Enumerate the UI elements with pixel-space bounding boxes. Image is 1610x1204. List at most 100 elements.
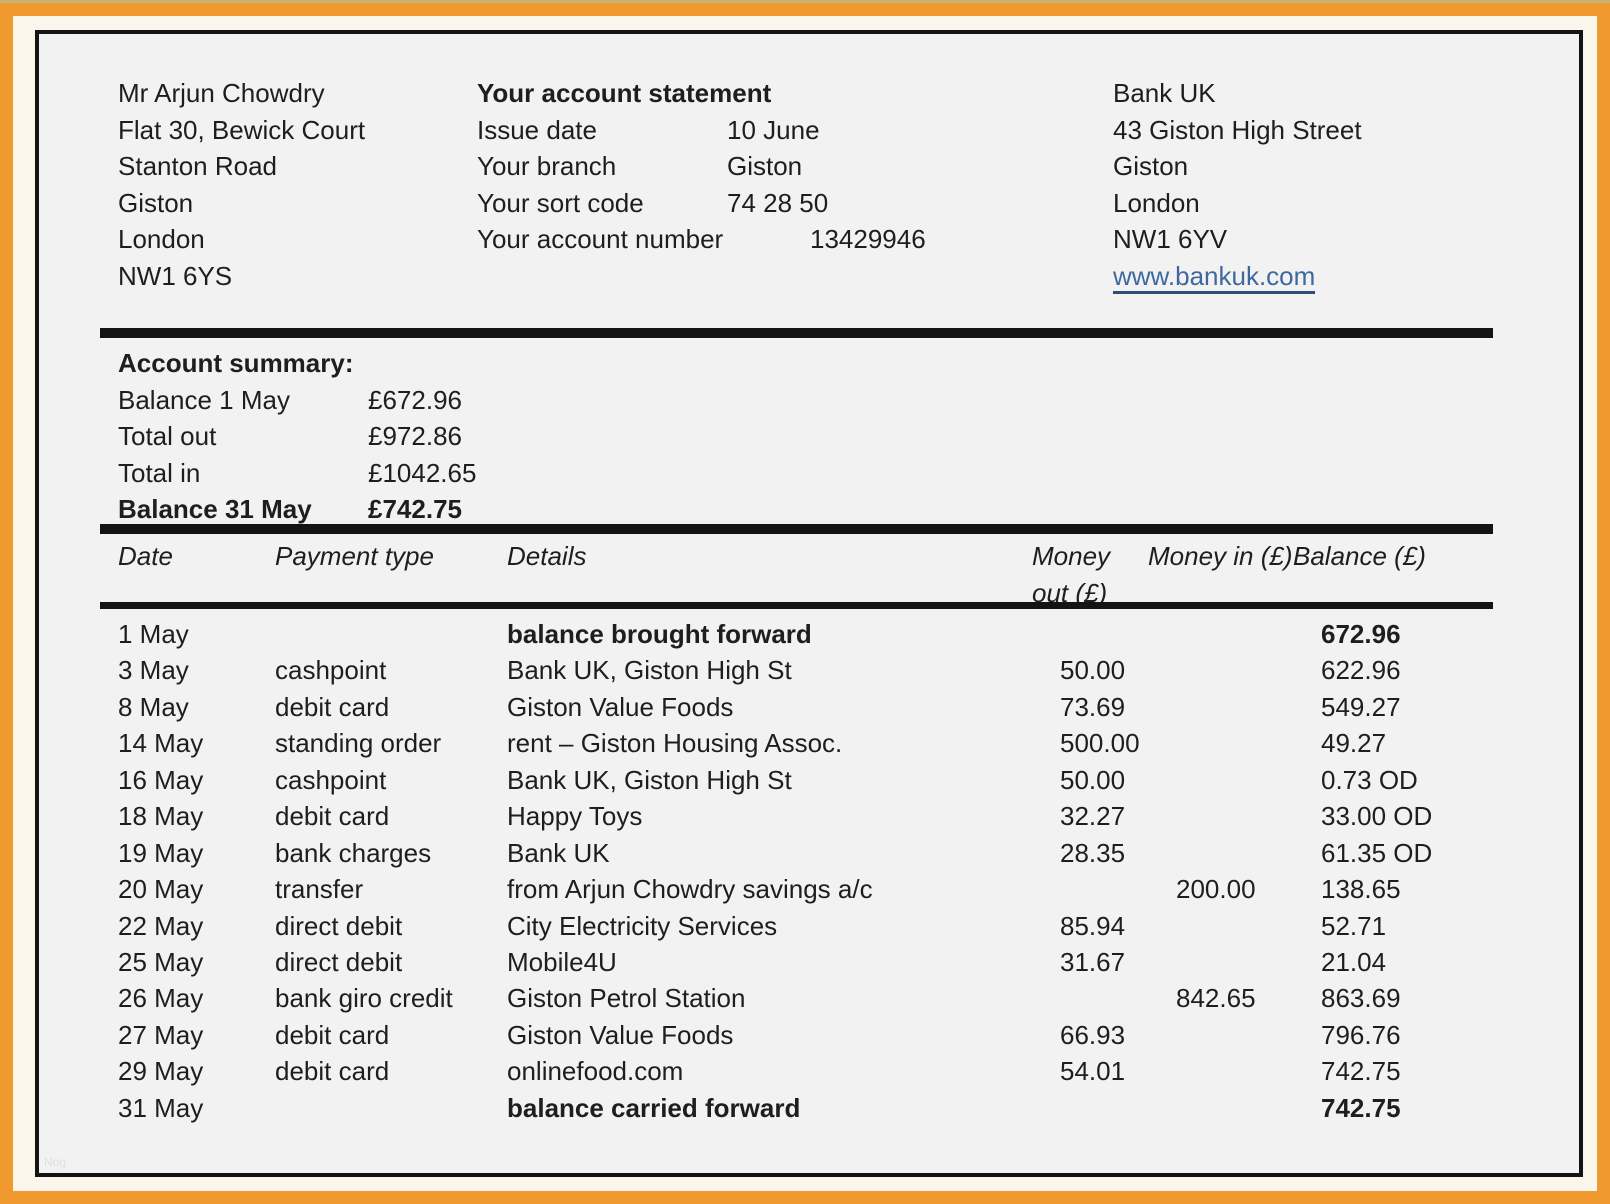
- transaction-payment-type: transfer: [275, 874, 364, 905]
- watermark-text: Nog: [44, 1155, 67, 1169]
- transaction-money-in: [1148, 652, 1293, 688]
- transaction-details: Giston Value Foods: [507, 1019, 734, 1050]
- transaction-details: Bank UK, Giston High St: [507, 764, 792, 795]
- divider-rule-middle: [100, 524, 1493, 534]
- transaction-balance: 549.27: [1321, 691, 1401, 722]
- transaction-money-in: [1148, 725, 1293, 761]
- customer-address-line: Mr Arjun Chowdry: [118, 78, 325, 108]
- transaction-row: 22 May direct debit City Electricity Servi…: [100, 908, 1493, 944]
- bank-website-link[interactable]: www.bankuk.com: [1113, 261, 1316, 294]
- transaction-payment-type: standing order: [275, 728, 442, 759]
- transaction-balance: 672.96: [1321, 619, 1401, 649]
- transaction-money-in: [1148, 835, 1293, 871]
- account-summary-row: Balance 1 May £672.96: [118, 382, 476, 419]
- transaction-money-in: [1148, 944, 1293, 980]
- account-summary-row: Total out £972.86: [118, 418, 476, 455]
- transaction-row: 19 May bank charges Bank UK 28.35 61.35 OD: [100, 835, 1493, 871]
- statement-info-label: Your branch: [477, 151, 617, 181]
- transaction-date: 16 May: [118, 764, 204, 795]
- transactions-header-cell: Details: [507, 541, 587, 571]
- transaction-row: 1 May balance brought forward 672.96: [100, 616, 1493, 652]
- transaction-payment-type: bank charges: [275, 837, 432, 868]
- statement-info-value: Giston: [727, 151, 803, 181]
- bank-address-line: London: [1113, 187, 1200, 218]
- transaction-row: 20 May transfer from Arjun Chowdry savings…: [100, 871, 1493, 907]
- transaction-date: 29 May: [118, 1056, 204, 1087]
- bank-address-line: 43 Giston High Street: [1113, 114, 1362, 145]
- transaction-details: Happy Toys: [507, 801, 643, 832]
- transaction-row: 14 May standing order rent – Giston Housin…: [100, 725, 1493, 761]
- transaction-balance: 52.71: [1321, 910, 1387, 941]
- statement-title: Your account statement: [477, 78, 772, 108]
- transaction-balance: 61.35 OD: [1321, 837, 1433, 868]
- transaction-money-in: 200.00: [1176, 874, 1256, 905]
- transaction-money-out: 50.00: [1060, 764, 1126, 795]
- statement-info-rows: Issue date 10 June Your branch Giston Your s…: [477, 112, 926, 258]
- transaction-details: balance carried forward: [507, 1092, 801, 1123]
- customer-address-line: London: [118, 224, 205, 254]
- transaction-date: 8 May: [118, 691, 189, 722]
- screen-top-edge: [0, 0, 1610, 3]
- transactions-body: 1 May balance brought forward 672.96 3 May c…: [100, 616, 1493, 1126]
- transaction-money-in: [1148, 798, 1293, 834]
- account-summary-row: Balance 31 May £742.75: [118, 491, 476, 528]
- statement-info-row: Your branch Giston: [477, 148, 926, 185]
- transaction-balance: 33.00 OD: [1321, 801, 1433, 832]
- customer-address-line: Flat 30, Bewick Court: [118, 114, 366, 145]
- transaction-money-out: 32.27: [1060, 801, 1126, 832]
- transaction-payment-type: direct debit: [275, 946, 403, 977]
- transaction-row: 26 May bank giro credit Giston Petrol Stat…: [100, 980, 1493, 1016]
- transaction-balance: 21.04: [1321, 946, 1387, 977]
- account-summary-label: Total out: [118, 421, 217, 451]
- transactions-header-cell: Date: [118, 541, 173, 571]
- transactions-header-cell: Balance (£): [1293, 541, 1426, 571]
- transaction-money-in: [1148, 1017, 1293, 1053]
- account-summary: Account summary: Balance 1 May £672.96 Tot…: [118, 345, 476, 528]
- bank-address-line: Bank UK: [1113, 78, 1216, 108]
- transaction-details: Mobile4U: [507, 946, 617, 977]
- transaction-balance: 0.73 OD: [1321, 764, 1418, 795]
- transaction-date: 26 May: [118, 983, 204, 1014]
- transaction-row: 16 May cashpoint Bank UK, Giston High St 50…: [100, 762, 1493, 798]
- statement-info-row: Your account number 13429946: [477, 221, 926, 258]
- transaction-money-in: 842.65: [1176, 983, 1256, 1014]
- transaction-payment-type: cashpoint: [275, 655, 387, 686]
- transaction-balance: 622.96: [1321, 655, 1401, 686]
- transaction-balance: 796.76: [1321, 1019, 1401, 1050]
- transaction-money-out: 66.93: [1060, 1019, 1126, 1050]
- transaction-details: from Arjun Chowdry savings a/c: [507, 874, 873, 905]
- account-summary-value: £972.86: [368, 421, 462, 451]
- bank-address-lines: Bank UK 43 Giston High Street Giston London…: [1113, 75, 1362, 258]
- transaction-date: 22 May: [118, 910, 204, 941]
- transaction-payment-type: bank giro credit: [275, 983, 453, 1014]
- customer-address-line: Stanton Road: [118, 151, 278, 181]
- transaction-money-out: [1032, 616, 1148, 652]
- account-summary-value: £1042.65: [368, 457, 477, 488]
- transaction-balance: 138.65: [1321, 874, 1401, 905]
- transaction-date: 25 May: [118, 946, 204, 977]
- transaction-date: 14 May: [118, 728, 204, 759]
- transaction-balance: 742.75: [1321, 1092, 1401, 1123]
- customer-address-line: NW1 6YS: [118, 260, 233, 291]
- transaction-payment-type: [275, 616, 507, 652]
- transactions-header-cell: Money in (£): [1148, 541, 1293, 571]
- statement-info-label: Your account number: [477, 224, 724, 254]
- customer-address-line: Giston: [118, 187, 194, 218]
- statement-info-value: 13429946: [810, 224, 926, 254]
- transaction-date: 1 May: [118, 619, 189, 649]
- account-summary-value: £742.75: [368, 494, 462, 524]
- account-summary-rows: Balance 1 May £672.96 Total out £972.86 Tota…: [118, 382, 476, 528]
- statement-info-value: 10 June: [727, 114, 820, 145]
- transaction-payment-type: debit card: [275, 801, 390, 832]
- transaction-balance: 49.27: [1321, 728, 1387, 759]
- transaction-details: Giston Value Foods: [507, 691, 734, 722]
- transaction-money-out: 500.00: [1060, 728, 1140, 759]
- transaction-payment-type: debit card: [275, 1056, 390, 1087]
- transaction-money-out: 31.67: [1060, 946, 1126, 977]
- transaction-details: Giston Petrol Station: [507, 983, 746, 1014]
- transaction-balance: 863.69: [1321, 983, 1401, 1014]
- transaction-payment-type: cashpoint: [275, 764, 387, 795]
- transaction-money-out: 28.35: [1060, 837, 1126, 868]
- transaction-row: 31 May balance carried forward 742.75: [100, 1090, 1493, 1126]
- transaction-details: balance brought forward: [507, 619, 812, 649]
